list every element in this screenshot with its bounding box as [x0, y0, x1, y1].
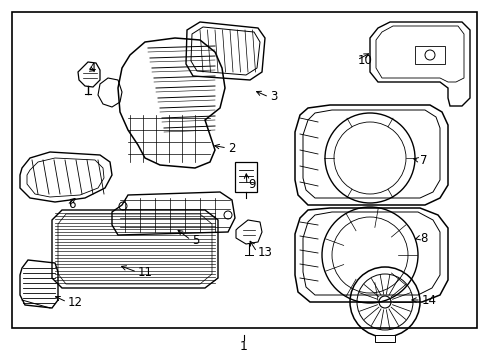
Text: 8: 8 [419, 231, 427, 244]
Text: 4: 4 [88, 62, 95, 75]
Text: 13: 13 [258, 246, 272, 258]
Text: 5: 5 [192, 234, 199, 247]
Text: 1: 1 [240, 341, 247, 354]
Text: 6: 6 [68, 198, 75, 211]
Bar [235, 162, 257, 192]
Text: 12: 12 [68, 296, 83, 309]
Text: 2: 2 [227, 141, 235, 154]
Text: 9: 9 [247, 179, 255, 192]
Text: 3: 3 [269, 90, 277, 104]
Text: 11: 11 [138, 266, 153, 279]
Bar [12, 12, 476, 328]
Text: 14: 14 [421, 293, 436, 306]
Text: 10: 10 [357, 54, 372, 67]
Bar [374, 335, 394, 342]
Bar [414, 46, 444, 64]
Text: 7: 7 [419, 153, 427, 166]
